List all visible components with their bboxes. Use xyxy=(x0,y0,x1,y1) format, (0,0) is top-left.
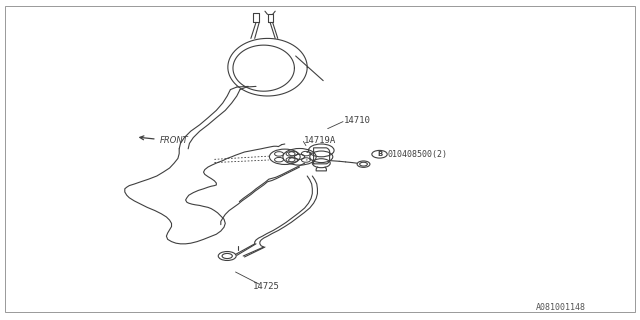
Text: 14719A: 14719A xyxy=(304,136,336,145)
Text: FRONT: FRONT xyxy=(160,136,189,145)
Text: 010408500(2): 010408500(2) xyxy=(388,150,448,159)
Text: 14710: 14710 xyxy=(344,116,371,125)
Text: A081001148: A081001148 xyxy=(536,303,586,312)
Text: 14725: 14725 xyxy=(253,282,280,291)
Text: B: B xyxy=(377,151,382,157)
